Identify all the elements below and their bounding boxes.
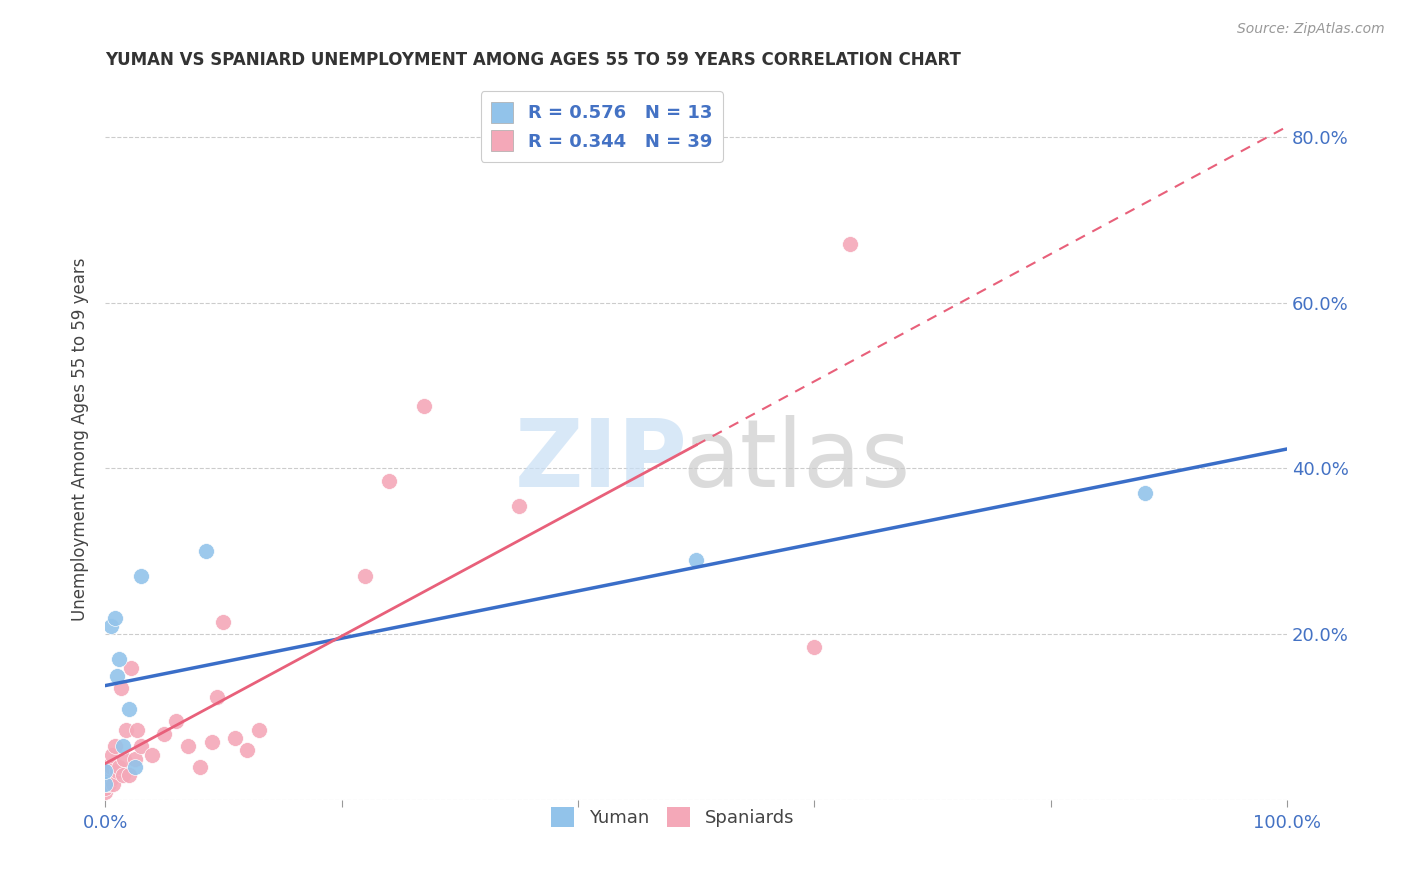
Point [124, 752, 146, 766]
Point [803, 640, 825, 654]
Point [127, 723, 149, 737]
Point [110, 681, 132, 696]
Text: YUMAN VS SPANIARD UNEMPLOYMENT AMONG AGES 55 TO 59 YEARS CORRELATION CHART: YUMAN VS SPANIARD UNEMPLOYMENT AMONG AGE… [105, 51, 962, 69]
Point [94, 760, 117, 774]
Point [194, 544, 217, 558]
Point [838, 237, 860, 252]
Point [413, 399, 436, 413]
Point [94, 777, 117, 791]
Point [177, 739, 200, 754]
Point [212, 615, 235, 629]
Point [129, 569, 152, 583]
Point [1135, 486, 1157, 500]
Point [165, 714, 187, 729]
Text: Source: ZipAtlas.com: Source: ZipAtlas.com [1237, 22, 1385, 37]
Point [94, 764, 117, 779]
Point [111, 768, 134, 782]
Point [94, 785, 117, 799]
Point [97, 777, 120, 791]
Point [120, 660, 142, 674]
Point [124, 760, 146, 774]
Point [94, 777, 117, 791]
Point [118, 702, 141, 716]
Point [685, 552, 707, 566]
Point [200, 735, 222, 749]
Point [100, 760, 122, 774]
Point [101, 747, 124, 762]
Point [224, 731, 246, 745]
Point [94, 780, 117, 795]
Point [108, 760, 131, 774]
Point [108, 652, 131, 666]
Legend: Yuman, Spaniards: Yuman, Spaniards [544, 800, 801, 835]
Point [153, 727, 176, 741]
Point [100, 619, 122, 633]
Point [129, 739, 152, 754]
Text: atlas: atlas [682, 415, 911, 507]
Point [103, 777, 125, 791]
Text: ZIP: ZIP [515, 415, 688, 507]
Point [105, 669, 128, 683]
Point [105, 764, 128, 779]
Point [378, 474, 401, 488]
Point [188, 760, 211, 774]
Point [236, 743, 259, 757]
Point [141, 747, 163, 762]
Point [118, 768, 141, 782]
Point [104, 611, 127, 625]
Point [115, 723, 138, 737]
Point [247, 723, 270, 737]
Point [207, 690, 229, 704]
Point [508, 499, 530, 513]
Point [111, 739, 134, 754]
Point [100, 772, 122, 787]
Point [354, 569, 377, 583]
Point [104, 739, 127, 754]
Point [112, 752, 135, 766]
Y-axis label: Unemployment Among Ages 55 to 59 years: Unemployment Among Ages 55 to 59 years [72, 258, 89, 621]
Point [94, 768, 117, 782]
